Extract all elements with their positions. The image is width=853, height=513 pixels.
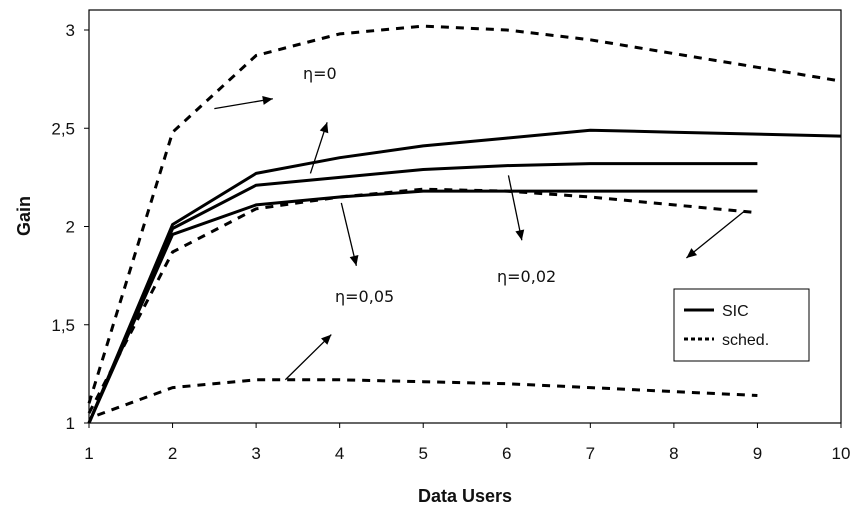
x-tick-label: 5: [418, 444, 427, 463]
arrow-shaft-3: [507, 175, 523, 241]
x-axis-ticks: 1 2 3 4 5 6 7 8 9 10: [84, 423, 850, 463]
legend: SIC sched.: [673, 288, 810, 362]
x-tick-label: 2: [168, 444, 177, 463]
arrow-head-4: [686, 248, 698, 258]
arrow-shaft-5: [284, 334, 332, 381]
arrow-shaft-4: [686, 210, 746, 259]
arrow-head-5: [321, 334, 332, 345]
y-axis-title: Gain: [14, 196, 34, 236]
sched-line-3: [87, 24, 842, 404]
y-tick-label: 1,5: [51, 316, 75, 335]
y-tick-label: 1: [66, 414, 75, 433]
x-tick-label: 4: [335, 444, 344, 463]
sic-line-2: [87, 189, 758, 424]
arrow-shaft-2: [340, 202, 358, 266]
x-tick-label: 7: [586, 444, 595, 463]
sic-line-0: [87, 128, 842, 424]
arrow-head-3: [515, 229, 525, 241]
legend-label-sic: SIC: [722, 303, 749, 320]
annotation-eta-005: η=0,05: [335, 287, 394, 306]
x-tick-label: 8: [669, 444, 678, 463]
x-tick-label: 10: [832, 444, 851, 463]
y-axis-ticks: 1 1,5 2 2,5 3: [51, 21, 89, 433]
sched-line-5: [96, 378, 758, 417]
arrow-head-2: [349, 255, 359, 266]
legend-label-sched: sched.: [722, 332, 769, 349]
x-tick-label: 3: [251, 444, 260, 463]
series-layer: [87, 24, 842, 424]
sched-line-4: [87, 187, 758, 414]
legend-box: [673, 288, 810, 362]
arrow-head-0: [262, 95, 273, 105]
x-tick-label: 6: [502, 444, 511, 463]
y-tick-label: 3: [66, 21, 75, 40]
sic-line-1: [87, 162, 758, 424]
x-axis-title: Data Users: [418, 486, 512, 506]
x-tick-label: 9: [753, 444, 762, 463]
annotation-arrows: [214, 95, 746, 381]
annotation-eta-0: η=0: [303, 64, 337, 83]
annotation-eta-002: η=0,02: [497, 267, 556, 286]
plot-frame: [88, 9, 842, 424]
x-tick-label: 1: [84, 444, 93, 463]
y-tick-label: 2,5: [51, 119, 75, 138]
y-tick-label: 2: [66, 218, 75, 237]
arrow-head-1: [319, 122, 329, 134]
